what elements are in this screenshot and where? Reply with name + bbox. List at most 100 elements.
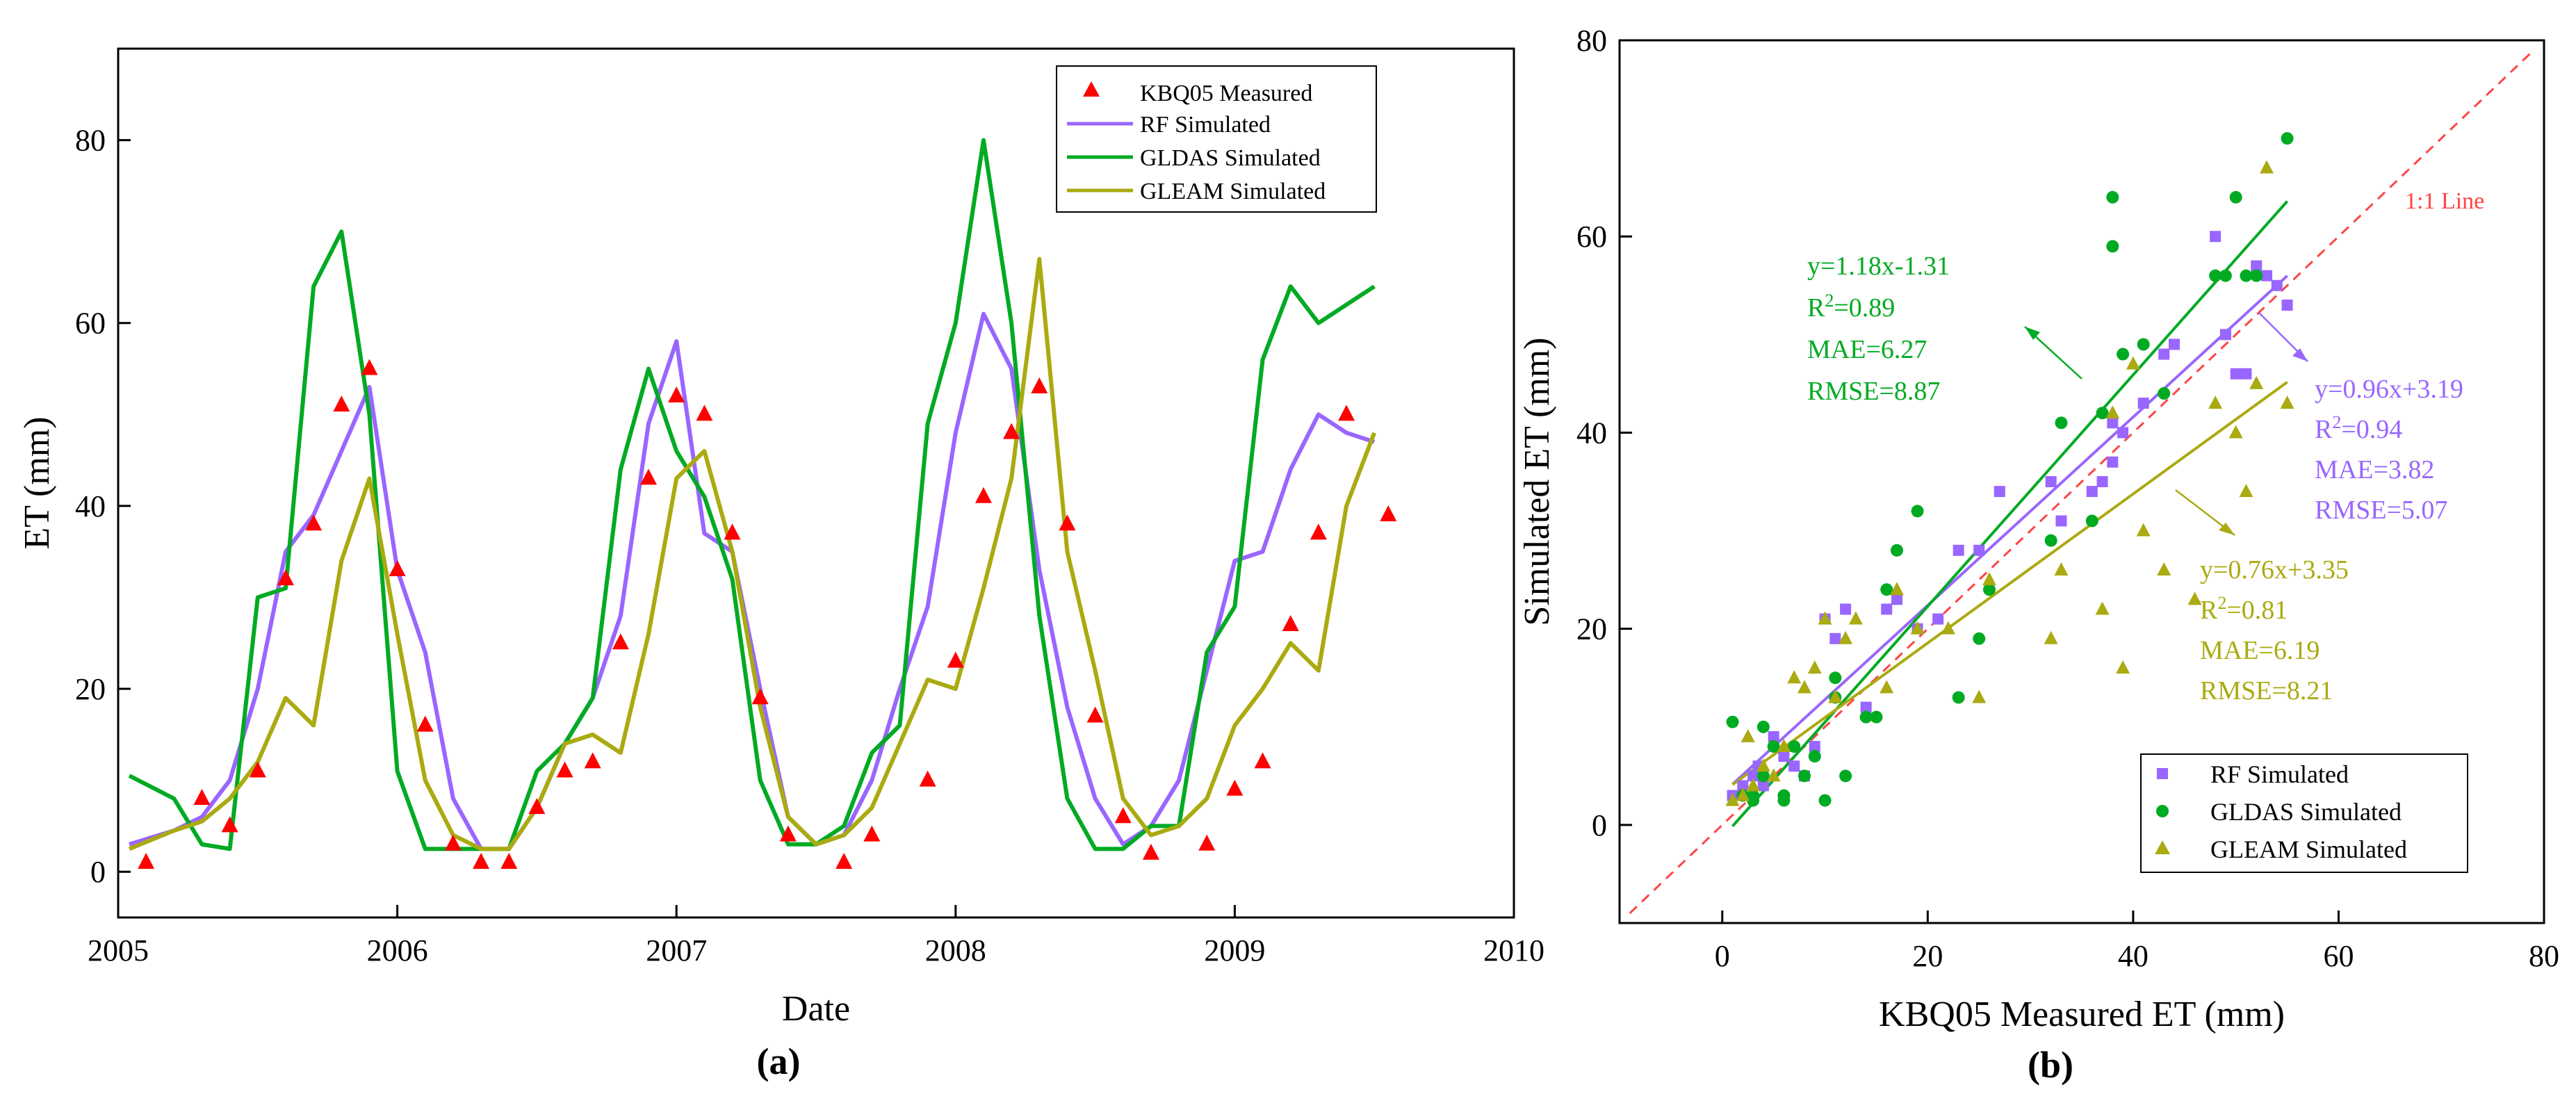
legend-rf-label: RF Simulated <box>1140 112 1271 138</box>
gleam-scatter-point <box>1818 611 1832 625</box>
measured-point <box>835 853 853 870</box>
gldas-stats: y=1.18x-1.31 R2=0.89 MAE=6.27 RMSE=8.87 <box>1807 252 1950 406</box>
rf-scatter-point <box>2045 476 2057 487</box>
rf-scatter-point <box>2137 398 2149 409</box>
rf-scatter-point <box>2261 270 2272 281</box>
rf-fit-line <box>1731 275 2288 785</box>
measured-point <box>724 523 741 540</box>
gleam-scatter-point <box>2105 405 2120 419</box>
rf-scatter-point <box>1737 780 1749 792</box>
gldas-scatter-point <box>2044 534 2057 547</box>
measured-point <box>612 633 629 650</box>
gldas-scatter-point <box>2106 240 2119 253</box>
gldas-stat-r2: R2=0.89 <box>1807 291 1895 323</box>
gldas-scatter-point <box>1747 794 1760 807</box>
gldas-scatter-point <box>1859 710 1873 724</box>
gldas-scatter-point <box>1798 769 1811 783</box>
rf-scatter-point <box>1747 770 1759 782</box>
panel-b-x-tick-label: 40 <box>2118 939 2149 973</box>
measured-point <box>696 405 713 421</box>
panel-a-line-chart: 2005 2006 2007 2008 2009 2010 0 20 40 60 80 Date E… <box>17 47 1544 1082</box>
rf-scatter-point <box>1860 701 1872 713</box>
panel-b-legend-rf-label: RF Simulated <box>2210 760 2349 788</box>
panel-b-legend-box <box>2140 753 2468 873</box>
gleam-scatter-point <box>1741 728 1755 742</box>
rf-scatter-point <box>2271 279 2283 291</box>
legend-gleam-marker <box>2155 840 2170 854</box>
panel-b-x-tick-label: 60 <box>2323 939 2354 973</box>
measured-point <box>1310 523 1327 540</box>
rf-scatter-point <box>2086 486 2098 498</box>
panel-b-y-tick-label: 20 <box>1576 612 1607 646</box>
legend-gleam-label: GLEAM Simulated <box>1140 179 1326 204</box>
gleam-scatter-point <box>2260 160 2274 174</box>
gldas-stat-equation: y=1.18x-1.31 <box>1807 252 1950 281</box>
panel-b-series <box>1629 49 2535 914</box>
rf-scatter-point <box>2117 427 2129 439</box>
gleam-stat-mae: MAE=6.19 <box>2200 636 2320 665</box>
measured-point <box>1031 377 1048 393</box>
measured-point <box>1338 405 1355 421</box>
measured-point <box>1142 843 1159 860</box>
rf-scatter-point <box>1953 544 1964 556</box>
rf-scatter-point <box>1840 603 1852 615</box>
rf-scatter-point <box>1768 731 1779 742</box>
panel-a-y-tick-label: 40 <box>75 489 106 523</box>
gleam-scatter-point <box>1982 572 1996 586</box>
measured-point <box>138 853 155 870</box>
measured-point <box>1059 514 1076 531</box>
rf-scatter-point <box>2281 300 2293 311</box>
measured-point <box>640 468 658 485</box>
panel-a-plot-frame <box>117 47 1515 919</box>
measured-point <box>389 560 406 576</box>
measured-point <box>668 386 685 402</box>
panel-b-x-tick-label: 20 <box>1912 939 1943 973</box>
gleam-scatter-point <box>2044 630 2058 644</box>
gleam-scatter-point <box>1807 660 1822 674</box>
measured-point <box>1380 505 1397 522</box>
gldas-scatter-point <box>1952 691 1965 704</box>
gldas-scatter-point <box>2158 387 2171 400</box>
panel-b-x-tick-label: 80 <box>2529 939 2559 973</box>
gldas-scatter-point <box>2240 269 2253 282</box>
panel-a-x-tick-label: 2006 <box>367 933 428 968</box>
gleam-scatter-point <box>1848 611 1863 625</box>
gldas-scatter-point <box>1839 769 1852 783</box>
panel-b-legend: RF Simulated GLDAS Simulated GLEAM Simul… <box>2140 753 2468 873</box>
rf-scatter-point <box>1994 486 2005 498</box>
gldas-scatter-point <box>1756 720 1770 733</box>
gldas-scatter-point <box>1777 794 1791 807</box>
measured-point <box>975 487 992 503</box>
measured-point <box>1226 779 1244 796</box>
rf-stat-equation: y=0.96x+3.19 <box>2315 375 2463 404</box>
panel-a-y-tick-label: 20 <box>75 672 106 706</box>
panel-a-x-tick-label: 2007 <box>646 933 707 968</box>
rf-scatter-point <box>2240 368 2252 379</box>
measured-point <box>473 853 490 870</box>
measured-point <box>947 651 964 668</box>
gldas-scatter-point <box>1756 769 1770 783</box>
gleam-scatter-point <box>2157 562 2171 576</box>
gldas-scatter-point <box>1870 710 1883 724</box>
gldas-scatter-point <box>1788 740 1801 753</box>
gleam-scatter-point <box>2126 356 2140 370</box>
measured-point <box>361 359 378 375</box>
legend-gldas-marker <box>2156 805 2169 817</box>
panel-a-y-tick-label: 0 <box>90 855 106 889</box>
panel-a-y-axis-label: ET (mm) <box>17 416 57 549</box>
rf-stat-r2: R2=0.94 <box>2315 412 2402 444</box>
gleam-scatter-point <box>1828 689 1843 703</box>
panel-b-label: (b) <box>2028 1044 2073 1086</box>
gldas-scatter-point <box>2117 348 2130 361</box>
gleam-arrowhead <box>2219 523 2235 535</box>
gleam-scatter-point <box>1736 787 1750 801</box>
measured-point <box>863 825 881 842</box>
gleam-stat-rmse: RMSE=8.21 <box>2200 676 2333 705</box>
panel-b-y-tick-label: 0 <box>1592 808 1607 842</box>
gleam-scatter-point <box>2249 375 2264 389</box>
rf-scatter-point <box>1881 603 1893 615</box>
measured-point <box>277 569 294 586</box>
panel-a-y-tick-label: 80 <box>75 124 106 158</box>
measured-point <box>556 761 573 778</box>
